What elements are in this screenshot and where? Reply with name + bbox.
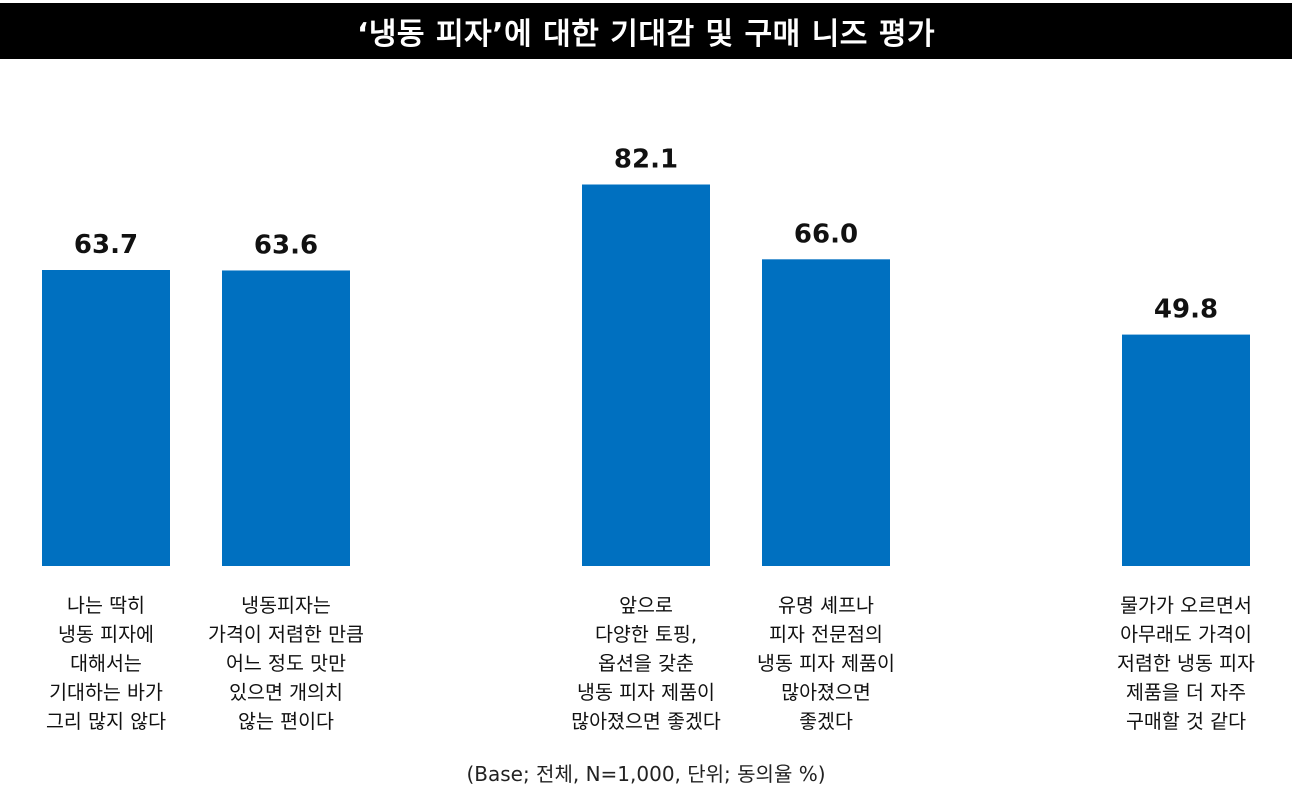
bar-1 (42, 270, 170, 566)
category-label-4: 유명 셰프나 피자 전문점의 냉동 피자 제품이 많아졌으면 좋겠다 (757, 594, 895, 733)
category-label-2: 냉동피자는 가격이 저렴한 만큼 어느 정도 맛만 있으면 개의치 않는 편이다 (208, 594, 364, 733)
category-label-3: 앞으로 다양한 토핑, 옵션을 갖춘 냉동 피자 제품이 많아졌으면 좋겠다 (571, 594, 721, 733)
bar-3 (582, 184, 710, 567)
data-label-3: 82.1 (614, 144, 678, 174)
data-label-5: 49.8 (1154, 295, 1218, 325)
footnote: (Base; 전체, N=1,000, 단위; 동의율 %) (466, 762, 826, 786)
category-label-1: 나는 딱히 냉동 피자에 대해서는 기대하는 바가 그리 많지 않다 (45, 594, 167, 733)
chart-title: ‘냉동 피자’에 대한 기대감 및 구매 니즈 평가 (0, 3, 1292, 59)
bar-5 (1122, 334, 1250, 566)
data-label-4: 66.0 (794, 219, 858, 249)
data-label-2: 63.6 (254, 230, 318, 260)
data-label-1: 63.7 (74, 230, 138, 260)
category-label-5: 물가가 오르면서 아무래도 가격이 저렴한 냉동 피자 제품을 더 자주 구매할… (1117, 594, 1255, 733)
bar-2 (222, 270, 350, 566)
bar-4 (762, 259, 890, 566)
